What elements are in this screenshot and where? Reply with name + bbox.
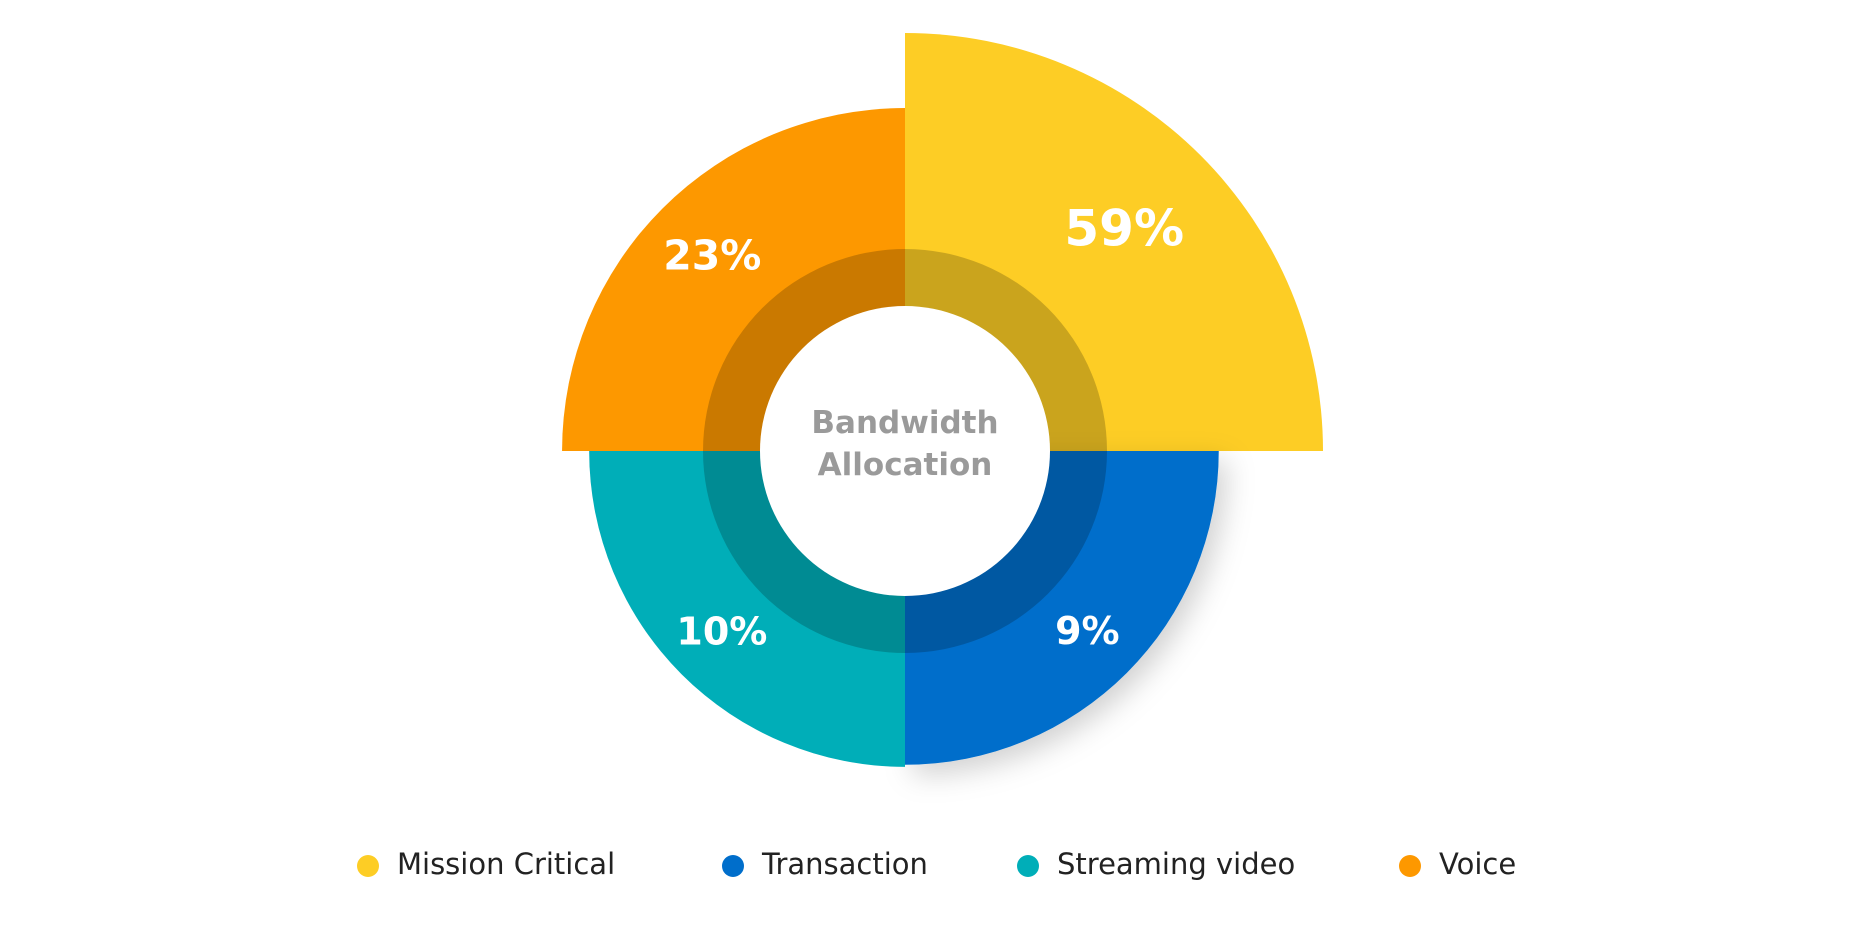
legend-marker: [1399, 855, 1421, 877]
value-label: 23%: [663, 231, 761, 279]
legend-label: Transaction: [761, 847, 928, 881]
value-label: 59%: [1064, 199, 1184, 257]
center-title: Bandwidth Allocation: [811, 405, 999, 483]
legend-marker: [722, 855, 744, 877]
slice: [905, 33, 1323, 451]
labels: 59% 9% 10% 23%: [663, 199, 1184, 653]
value-label: 10%: [676, 610, 767, 654]
legend-marker: [1017, 855, 1039, 877]
legend-label: Streaming video: [1057, 847, 1295, 881]
legend-marker: [357, 855, 379, 877]
legend-label: Mission Critical: [397, 847, 615, 881]
value-label: 9%: [1055, 609, 1120, 653]
legend-label: Voice: [1439, 847, 1516, 881]
legend: Mission Critical Transaction Streaming vid…: [357, 847, 1516, 881]
center-hole: [760, 306, 1050, 596]
